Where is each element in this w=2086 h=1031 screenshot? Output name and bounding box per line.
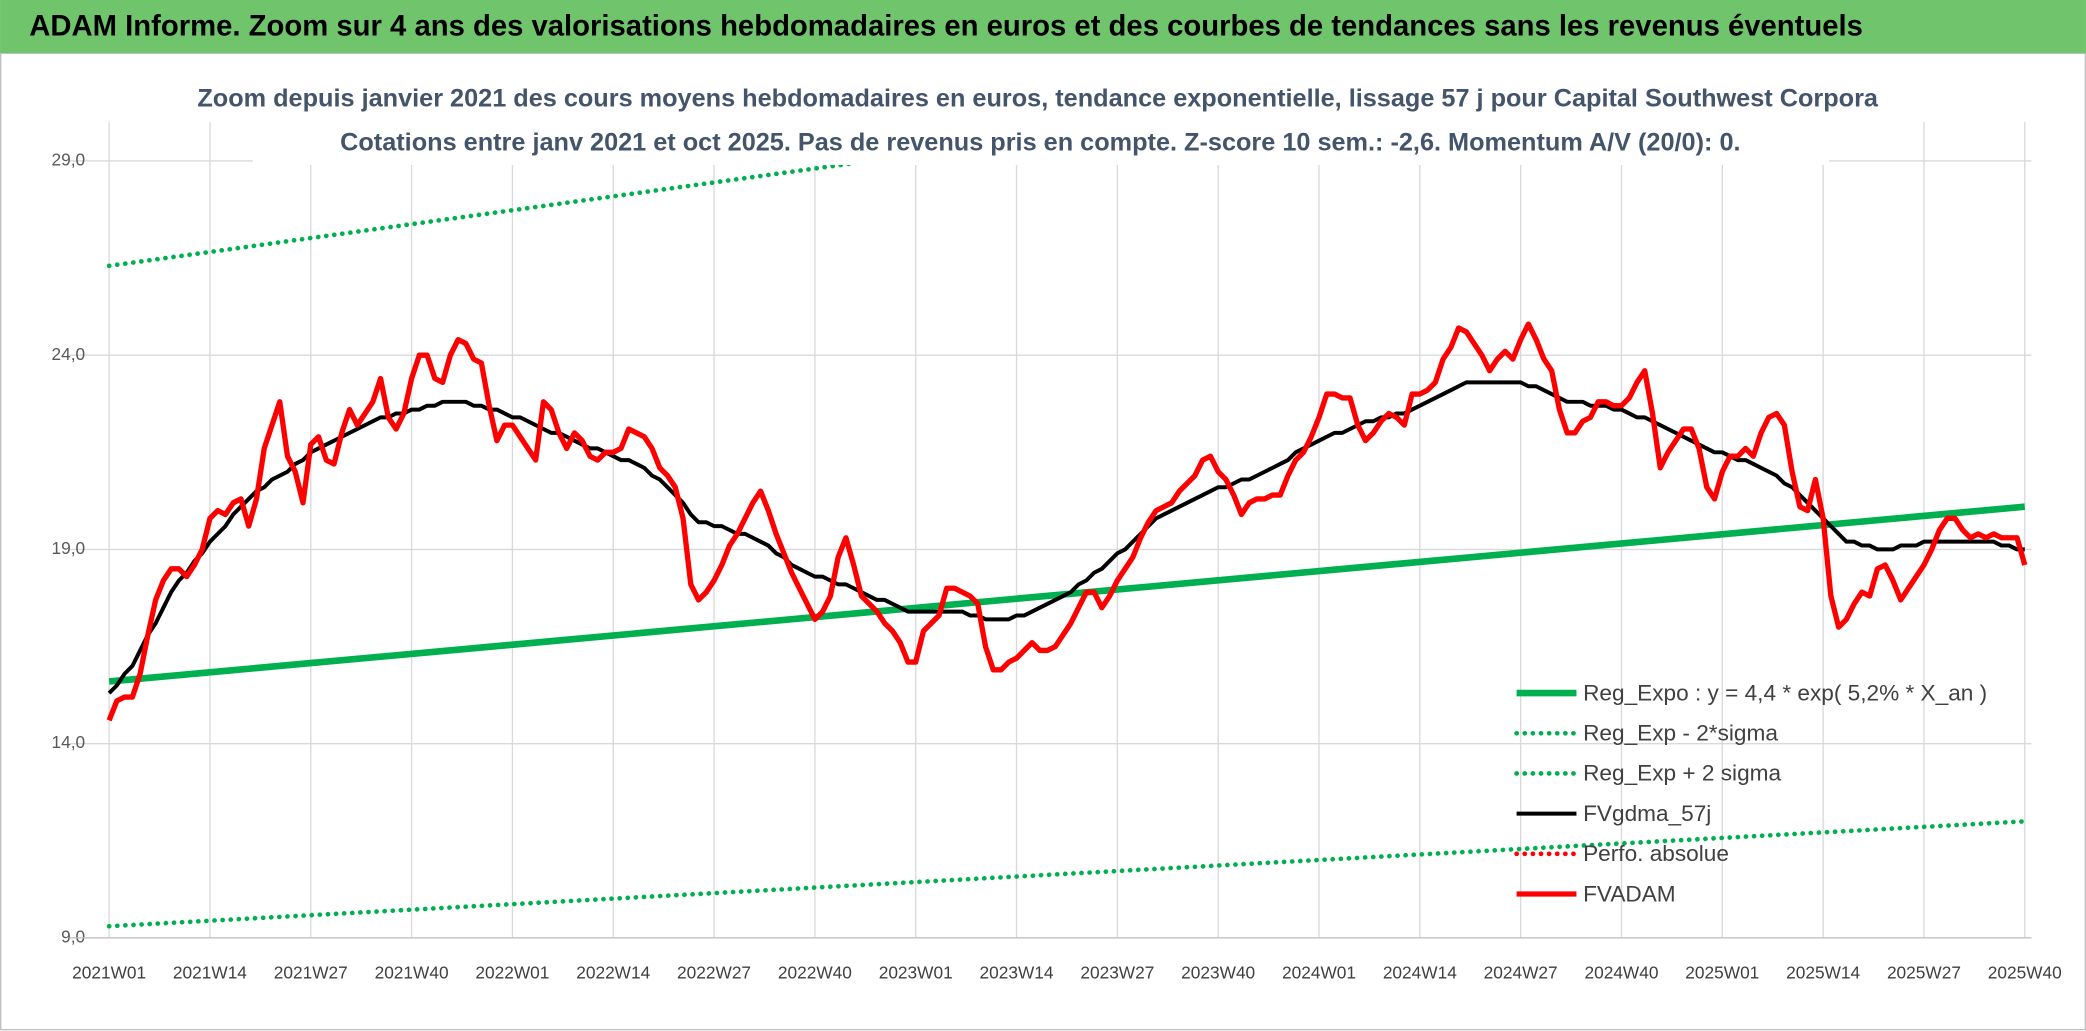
grid: 9,0 14,0 19,0 24,0 29,0 2021W01 2021W14 2021W27… <box>52 122 2062 982</box>
x-tick-label: 2023W01 <box>879 962 953 982</box>
x-tick-label: 2022W40 <box>778 962 852 982</box>
legend-label: FVADAM <box>1583 881 1676 906</box>
x-tick-label: 2025W14 <box>1786 962 1860 982</box>
x-tick-label: 2021W01 <box>72 962 146 982</box>
y-tick-label: 19,0 <box>52 538 86 558</box>
x-tick-label: 2022W27 <box>677 962 751 982</box>
y-tick-label: 29,0 <box>52 150 86 170</box>
legend-label: Reg_Exp + 2 sigma <box>1583 761 1781 786</box>
x-tick-label: 2024W40 <box>1584 962 1658 982</box>
x-tick-label: 2023W40 <box>1181 962 1255 982</box>
x-tick-label: 2024W27 <box>1484 962 1558 982</box>
x-tick-label: 2023W14 <box>980 962 1054 982</box>
x-tick-label: 2025W40 <box>1988 962 2062 982</box>
x-tick-label: 2025W27 <box>1887 962 1961 982</box>
y-tick-label: 14,0 <box>52 732 86 752</box>
x-tick-label: 2025W01 <box>1685 962 1759 982</box>
x-tick-label: 2024W14 <box>1383 962 1457 982</box>
x-tick-label: 2024W01 <box>1282 962 1356 982</box>
title-box <box>252 77 1830 165</box>
trend-line <box>106 819 2028 929</box>
legend: Reg_Expo : y = 4,4 * exp( 5,2% * X_an ) R… <box>1514 680 1987 906</box>
series-line <box>106 321 2028 722</box>
header-bar <box>0 0 2086 54</box>
x-tick-label: 2023W27 <box>1080 962 1154 982</box>
header-title: ADAM Informe. Zoom sur 4 ans des valoris… <box>29 11 1863 43</box>
legend-label: Perfo. absolue <box>1583 841 1729 866</box>
legend-label: Reg_Exp - 2*sigma <box>1583 721 1778 746</box>
legend-label: FVgdma_57j <box>1583 801 1711 826</box>
chart-title: Zoom depuis janvier 2021 des cours moyen… <box>197 84 1879 112</box>
x-tick-label: 2022W14 <box>576 962 650 982</box>
y-tick-label: 24,0 <box>52 344 86 364</box>
y-tick-label: 9,0 <box>61 926 85 946</box>
x-tick-label: 2021W40 <box>375 962 449 982</box>
legend-label: Reg_Expo : y = 4,4 * exp( 5,2% * X_an ) <box>1583 680 1987 705</box>
x-tick-label: 2021W27 <box>274 962 348 982</box>
x-tick-label: 2022W01 <box>475 962 549 982</box>
series-line <box>107 380 2025 695</box>
chart-subtitle: Cotations entre janv 2021 et oct 2025. P… <box>340 128 1740 156</box>
x-tick-label: 2021W14 <box>173 962 247 982</box>
